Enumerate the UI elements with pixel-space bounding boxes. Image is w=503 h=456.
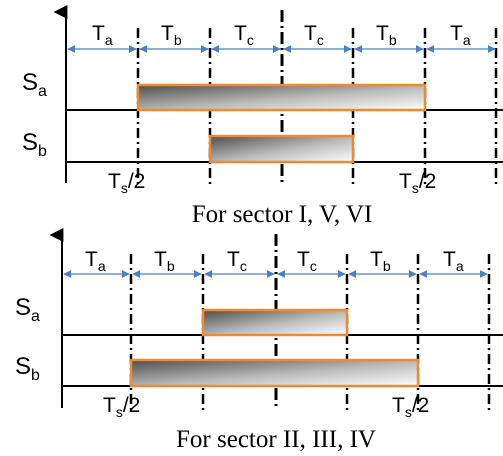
interval-label: Ta bbox=[443, 248, 464, 274]
interval-label: Tc bbox=[227, 248, 247, 274]
half-period-label: Ts/2 bbox=[108, 170, 145, 196]
signal-label-sb: Sb bbox=[15, 353, 40, 384]
interval-label: Tb bbox=[376, 22, 397, 48]
half-period-label: Ts/2 bbox=[103, 394, 140, 420]
half-period-label: Ts/2 bbox=[392, 394, 429, 420]
pulse-sa bbox=[201, 308, 349, 337]
pulse-sb bbox=[129, 358, 420, 388]
interval-label: Ta bbox=[450, 22, 471, 48]
interval-label: Tc bbox=[297, 248, 317, 274]
interval-label: Tb bbox=[154, 248, 175, 274]
panel-2: Ta Tb Tc Tc Tb Ta Sa Sb Ts/2 Ts/2 For se… bbox=[15, 228, 503, 453]
panel-caption: For sector II, III, IV bbox=[176, 426, 376, 453]
signal-label-sa: Sa bbox=[22, 69, 47, 100]
interval-label: Ta bbox=[85, 248, 106, 274]
half-period-label: Ts/2 bbox=[399, 170, 436, 196]
panel-caption: For sector I, V, VI bbox=[192, 201, 373, 228]
pulse-sb bbox=[208, 134, 355, 164]
interval-label: Ta bbox=[92, 22, 113, 48]
panel-1: Ta Tb Tc Tc Tb Ta Sa Sb Ts/2 Ts/2 For se… bbox=[22, 5, 503, 228]
interval-label: Tc bbox=[304, 22, 324, 48]
interval-label: Tb bbox=[161, 22, 182, 48]
signal-label-sb: Sb bbox=[22, 129, 47, 160]
interval-label: Tb bbox=[370, 248, 391, 274]
pulse-sa bbox=[136, 83, 427, 112]
signal-label-sa: Sa bbox=[15, 294, 40, 325]
interval-label: Tc bbox=[234, 22, 254, 48]
